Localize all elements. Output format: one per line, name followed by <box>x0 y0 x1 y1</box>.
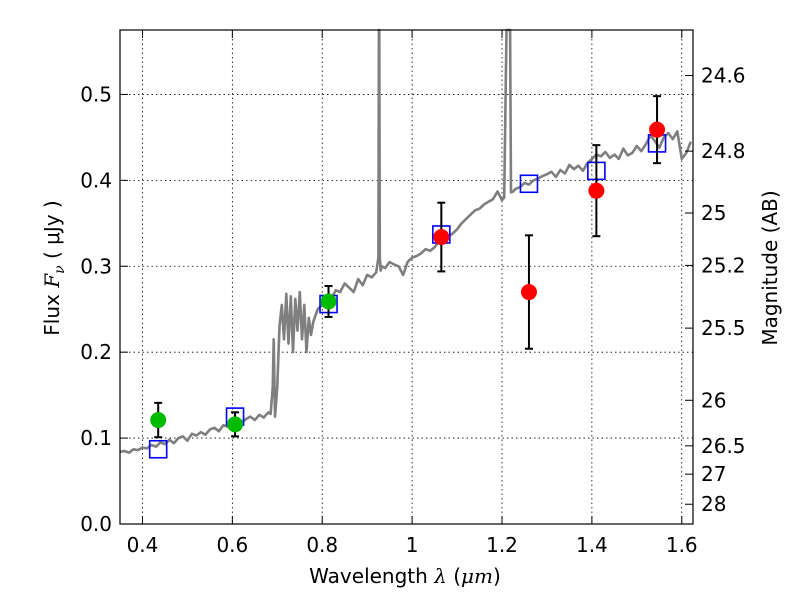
x-tick-label: 1.6 <box>666 533 698 557</box>
grid-layer <box>120 30 693 525</box>
x-tick-label: 1.4 <box>576 533 608 557</box>
green-data-point <box>227 416 244 433</box>
y2-axis-label: Magnitude (AB) <box>758 190 782 345</box>
spectrum-line <box>119 28 693 455</box>
x-tick-label: 0.8 <box>306 533 338 557</box>
x-axis-label: Wavelength λ (μm) <box>309 564 501 588</box>
x-axis-label-close: ) <box>493 564 501 588</box>
red-data-point <box>433 229 450 246</box>
y2-tick-label: 28 <box>701 492 726 516</box>
spectrum-layer <box>119 28 693 455</box>
y-axis-label: Flux Fν ( μJy ) <box>40 200 68 335</box>
y-axis-label-text: Flux <box>40 288 64 336</box>
y2-tick-label: 25 <box>701 201 726 225</box>
x-tick-label: 0.6 <box>216 533 248 557</box>
y-tick-label: 0.0 <box>80 512 112 536</box>
x-axis-lambda: λ <box>433 564 447 588</box>
x-tick-label: 1 <box>406 533 419 557</box>
x-axis-label-open: ( <box>447 564 461 588</box>
model-square-marker <box>519 174 539 194</box>
model-square-marker <box>148 439 168 459</box>
plot-frame <box>119 29 694 525</box>
x-tick-label: 1.2 <box>486 533 518 557</box>
red-data-point <box>649 121 666 138</box>
y-axis-F: F <box>40 273 64 289</box>
y2-tick-label: 25.2 <box>701 253 746 277</box>
y-tick-label: 0.2 <box>80 340 112 364</box>
x-axis-label-text: Wavelength <box>309 564 434 588</box>
x-tick-label: 0.4 <box>127 533 159 557</box>
green-data-point <box>320 293 337 310</box>
y2-tick-label: 26 <box>701 388 726 412</box>
marker-layer <box>148 95 667 459</box>
green-data-point <box>150 412 167 429</box>
y2-tick-label: 24.8 <box>701 139 746 163</box>
red-data-point <box>520 284 537 301</box>
y-tick-label: 0.5 <box>80 82 112 106</box>
y-axis-unit: ( μJy ) <box>40 200 64 265</box>
x-axis-unit: μm <box>461 564 493 588</box>
y2-tick-label: 27 <box>701 462 726 486</box>
y2-tick-label: 24.6 <box>701 64 746 88</box>
y-tick-label: 0.1 <box>80 426 112 450</box>
y2-tick-label: 25.5 <box>701 316 746 340</box>
y2-tick-label: 26.5 <box>701 434 746 458</box>
y-tick-label: 0.3 <box>80 254 112 278</box>
red-data-point <box>588 182 605 199</box>
tick-layer: 0.4 0.6 0.8 1 1.2 1.4 1.6 0.0 0.1 0.2 0.3 0.4 0.5 24.… <box>80 30 746 557</box>
y-axis-nu: ν <box>52 265 68 274</box>
y-tick-label: 0.4 <box>80 168 112 192</box>
